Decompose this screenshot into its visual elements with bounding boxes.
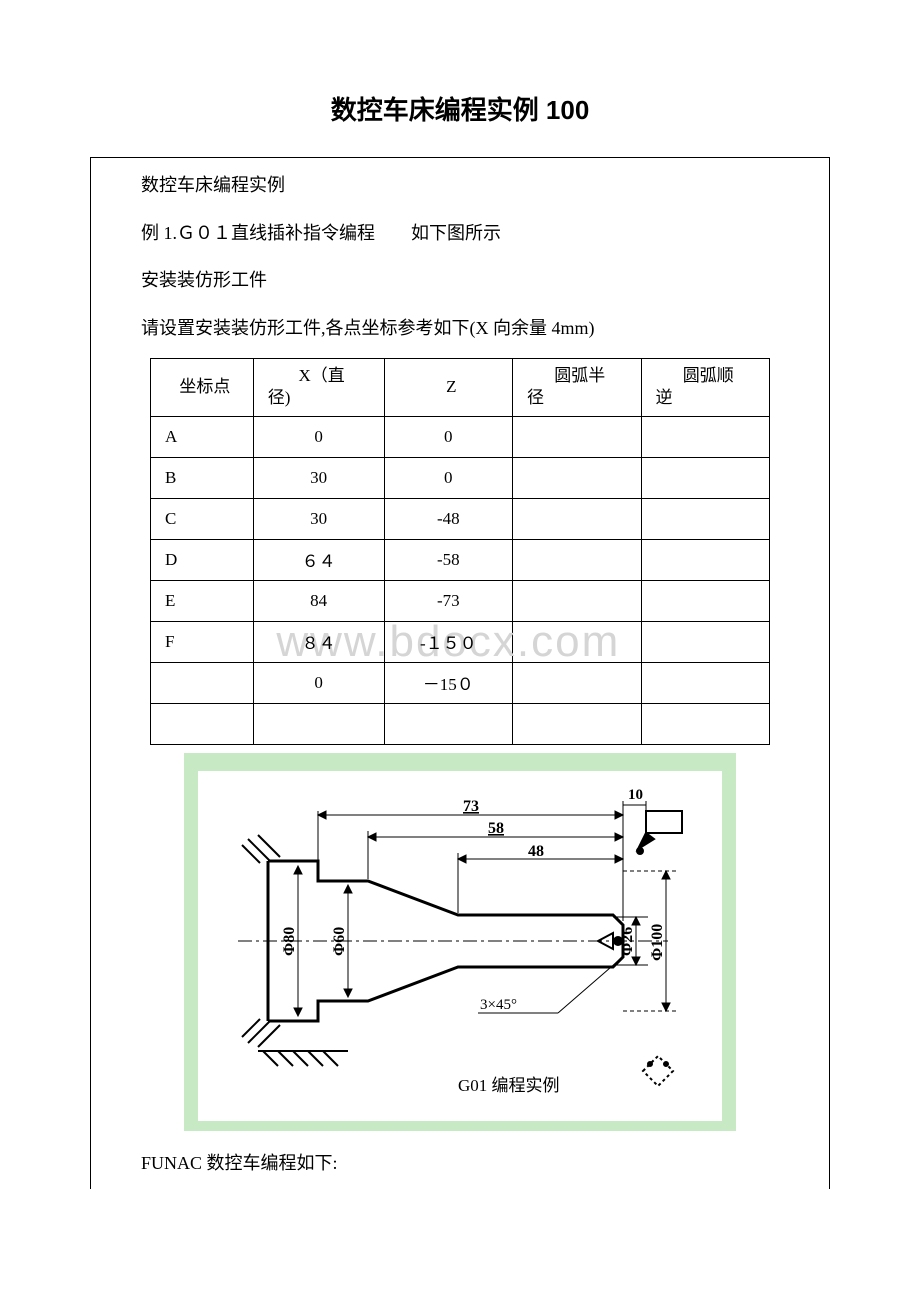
cell: [513, 703, 641, 744]
cell: 30: [253, 498, 384, 539]
cell: [253, 703, 384, 744]
intro-line-4: 请设置安装装仿形工件,各点坐标参考如下(X 向余量 4mm): [91, 309, 829, 349]
page: 数控车床编程实例 100 数控车床编程实例 例 1.Ｇ０１直线插补指令编程 如下…: [0, 0, 920, 1229]
table-row: C 30 -48: [151, 498, 770, 539]
table-row: [151, 703, 770, 744]
cell: www.bdocx.com -１５０: [384, 621, 512, 662]
table-header-row: 坐标点 X（直 径) Z 圆弧半 径 圆弧顺 逆: [151, 359, 770, 416]
cell: [641, 703, 770, 744]
intro-line-1: 数控车床编程实例: [91, 166, 829, 206]
dim-10: 10: [628, 787, 643, 803]
diagram-frame: 10: [184, 753, 736, 1131]
dim-48: 48: [528, 843, 544, 860]
cell: [641, 416, 770, 457]
dia-100: Φ100: [649, 923, 666, 960]
cell: 30: [253, 457, 384, 498]
cell: F: [151, 621, 254, 662]
dia-80: Φ80: [281, 926, 298, 955]
table-row: 0 －15０: [151, 662, 770, 703]
cell: [641, 580, 770, 621]
cell: D: [151, 539, 254, 580]
cell: [513, 621, 641, 662]
diagram: 10: [198, 771, 722, 1121]
intro-line-2: 例 1.Ｇ０１直线插补指令编程 如下图所示: [91, 214, 829, 254]
cell: ６４: [253, 539, 384, 580]
cell: [151, 703, 254, 744]
cell: [641, 498, 770, 539]
cell: [641, 539, 770, 580]
cell: －15０: [384, 662, 512, 703]
cell: A: [151, 416, 254, 457]
content-box: 数控车床编程实例 例 1.Ｇ０１直线插补指令编程 如下图所示 安装装仿形工件 请…: [90, 157, 830, 1189]
cell: 0: [253, 416, 384, 457]
cell: -73: [384, 580, 512, 621]
cell: [513, 580, 641, 621]
cell: [641, 662, 770, 703]
cell: B: [151, 457, 254, 498]
cell: 0: [384, 416, 512, 457]
g01-diagram-svg: 10: [198, 771, 722, 1121]
cell: [513, 457, 641, 498]
cell: [513, 662, 641, 703]
cell: [513, 416, 641, 457]
col-direction: 圆弧顺 逆: [641, 359, 770, 416]
cell: [513, 498, 641, 539]
coordinates-table: 坐标点 X（直 径) Z 圆弧半 径 圆弧顺 逆 A 0 0: [150, 358, 770, 744]
cell: 0: [384, 457, 512, 498]
table-row: E 84 -73: [151, 580, 770, 621]
cell: 84: [253, 580, 384, 621]
dia-60: Φ60: [331, 926, 348, 955]
chamfer-label: 3×45°: [480, 997, 517, 1013]
dia-26: Φ26: [619, 926, 636, 955]
dim-73: 73: [463, 798, 479, 815]
cell: [513, 539, 641, 580]
cell: -58: [384, 539, 512, 580]
table-row: B 30 0: [151, 457, 770, 498]
cell: [641, 621, 770, 662]
cell: E: [151, 580, 254, 621]
cell: [151, 662, 254, 703]
cell: -48: [384, 498, 512, 539]
table-row: F ８４ www.bdocx.com -１５０: [151, 621, 770, 662]
intro-line-3: 安装装仿形工件: [91, 261, 829, 301]
cell: 0: [253, 662, 384, 703]
cell: [384, 703, 512, 744]
cell: [641, 457, 770, 498]
page-title: 数控车床编程实例 100: [90, 90, 830, 127]
cell: ８４: [253, 621, 384, 662]
cell: C: [151, 498, 254, 539]
table-row: A 0 0: [151, 416, 770, 457]
footer-text: FUNAC 数控车编程如下:: [91, 1143, 829, 1189]
col-z: Z: [384, 359, 512, 416]
diagram-caption: G01 编程实例: [458, 1076, 560, 1095]
col-x: X（直 径): [253, 359, 384, 416]
col-point: 坐标点: [151, 359, 254, 416]
col-radius: 圆弧半 径: [513, 359, 641, 416]
table-row: D ６４ -58: [151, 539, 770, 580]
dim-58: 58: [488, 820, 504, 837]
